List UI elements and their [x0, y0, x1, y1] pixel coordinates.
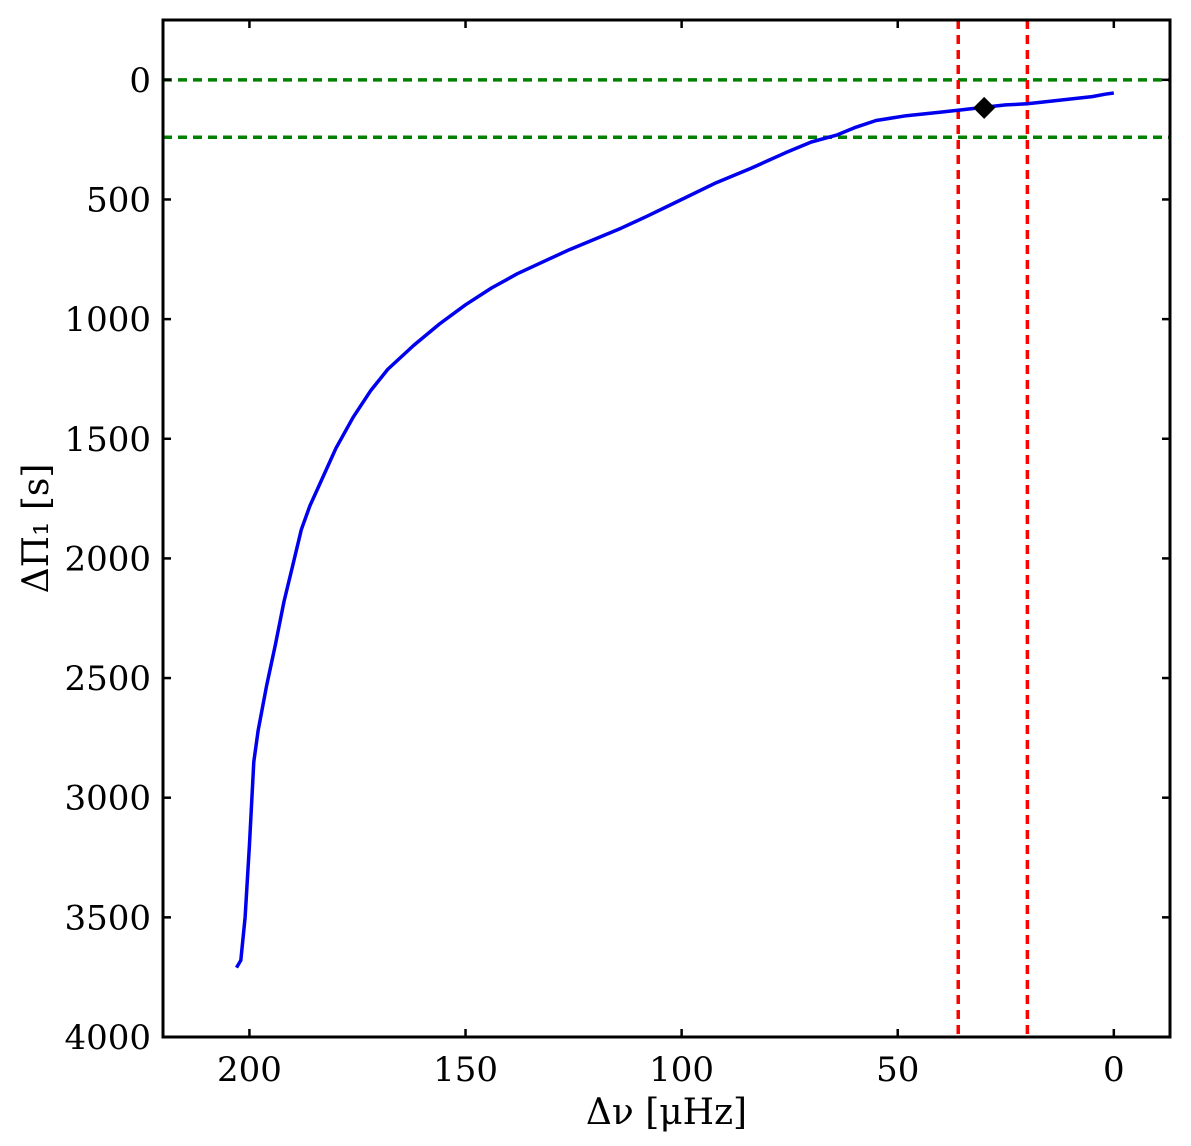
x-tick-label: 0 — [1103, 1050, 1125, 1090]
series-layer — [234, 91, 1115, 969]
x-tick-label: 50 — [876, 1050, 919, 1090]
axis-ticks — [163, 20, 1170, 1039]
y-tick-label: 3500 — [64, 898, 151, 938]
y-axis-label: ΔΠ₁ [s] — [16, 464, 57, 594]
y-tick-label: 500 — [86, 180, 151, 220]
y-tick-labels: 0 500 1000 1500 2000 2500 3000 3500 4000 — [64, 61, 151, 1058]
x-tick-labels: 200 150 100 50 0 — [217, 1050, 1125, 1090]
x-tick-label: 100 — [649, 1050, 714, 1090]
y-tick-label: 2500 — [64, 659, 151, 699]
marker-layer — [973, 96, 996, 119]
y-tick-label: 1500 — [64, 420, 151, 460]
x-axis-label: Δν [μHz] — [586, 1092, 747, 1133]
y-tick-label: 0 — [129, 61, 151, 101]
y-tick-label: 4000 — [64, 1018, 151, 1058]
x-tick-label: 150 — [433, 1050, 498, 1090]
plot-frame — [161, 18, 1172, 1039]
x-tick-label: 200 — [217, 1050, 282, 1090]
y-tick-label: 3000 — [64, 779, 151, 819]
reference-lines — [163, 20, 1170, 1037]
y-tick-label: 2000 — [64, 539, 151, 579]
series-line-0 — [234, 91, 1115, 969]
y-tick-label: 1000 — [64, 300, 151, 340]
diamond-marker — [973, 96, 996, 119]
